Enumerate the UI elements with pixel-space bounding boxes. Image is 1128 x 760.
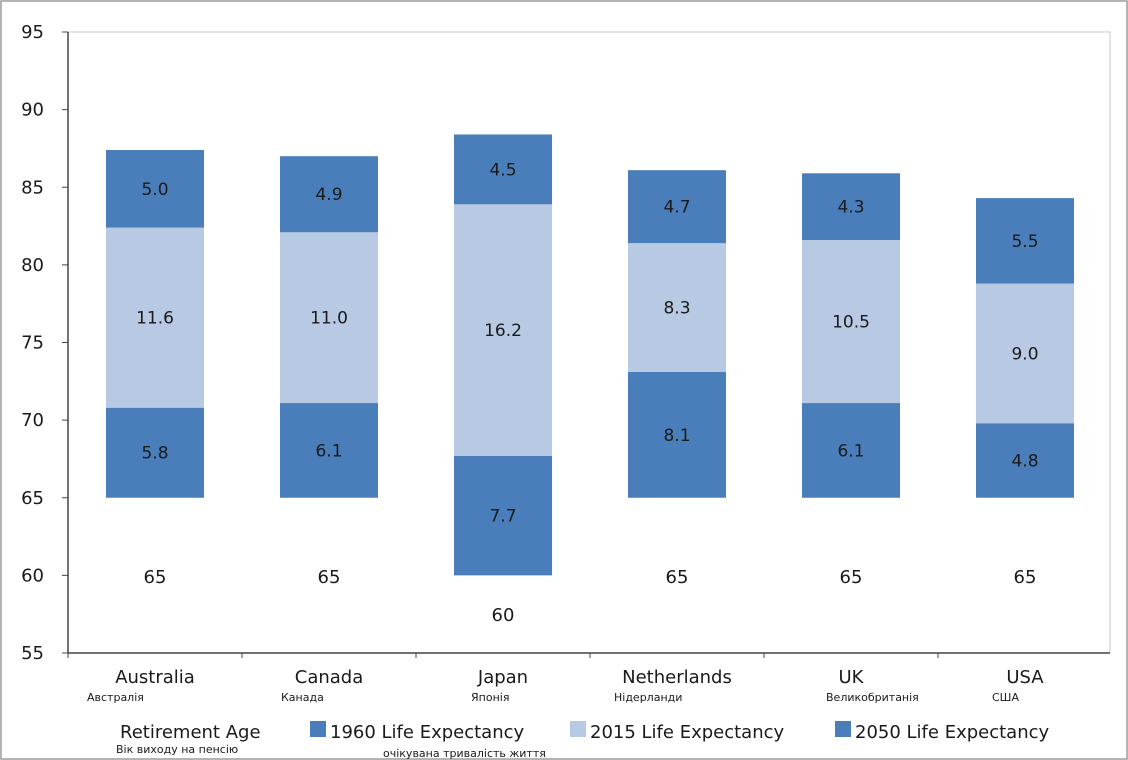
bar-segment-3: [628, 170, 726, 244]
y-tick-label: 80: [21, 255, 44, 276]
category-label: Netherlands: [622, 667, 732, 688]
bar-segment-2: [280, 232, 378, 404]
y-tick-label: 95: [21, 22, 44, 43]
category-sublabel: Австралія: [87, 691, 144, 704]
data-label: 10.5: [832, 313, 870, 333]
bar-segment-2: [628, 243, 726, 372]
data-label: 4.8: [1011, 451, 1038, 471]
category-labels: Australia Австралія Canada Канада Japan Японі…: [87, 667, 1044, 704]
bar-segment-2: [106, 227, 204, 408]
category-label: UK: [839, 667, 865, 688]
category-label: Australia: [115, 667, 195, 688]
retirement-age-label: 60: [492, 605, 515, 626]
category-label: USA: [1006, 667, 1044, 688]
data-label: 11.6: [136, 309, 174, 329]
data-label: 6.1: [315, 441, 342, 461]
category-sublabel: США: [992, 691, 1019, 704]
data-label: 8.3: [663, 299, 690, 319]
legend-label-1: 1960 Life Expectancy: [330, 722, 525, 743]
retirement-age-label: 65: [666, 567, 689, 588]
y-tick-label: 65: [21, 488, 44, 509]
data-label: 5.5: [1011, 232, 1038, 252]
data-label: 8.1: [663, 426, 690, 446]
category-label: Japan: [477, 667, 528, 688]
data-label: 16.2: [484, 321, 522, 341]
data-label: 11.0: [310, 309, 348, 329]
retirement-age-label: 65: [840, 567, 863, 588]
legend-swatch-2: [570, 721, 586, 737]
bar-segment-3: [976, 198, 1074, 284]
retirement-age-label: 65: [318, 567, 341, 588]
retirement-age-label: 65: [144, 567, 167, 588]
category-sublabel: Японія: [471, 691, 509, 704]
bar-segment-2: [802, 240, 900, 404]
bar-segment-1: [454, 455, 552, 576]
data-label: 4.3: [837, 198, 864, 218]
data-label: 9.0: [1011, 344, 1038, 364]
bar-segment-3: [280, 156, 378, 233]
data-labels: 5.8 11.6 5.0 65 6.1 11.0 4.9 65 7.7 16.2 4.5 60 8.1 8…: [136, 160, 1038, 626]
legend-swatch-1: [310, 721, 326, 737]
bar-segment-1: [976, 423, 1074, 498]
bars: [106, 134, 1074, 576]
retirement-age-label: 65: [1014, 567, 1037, 588]
category-label: Canada: [295, 667, 364, 688]
axes: 55 60 65 70 75 80 85 90 95: [21, 22, 1110, 664]
bar-segment-1: [106, 407, 204, 498]
y-tick-label: 70: [21, 410, 44, 431]
data-label: 4.7: [663, 198, 690, 218]
bar-segment-1: [802, 403, 900, 498]
legend-label-2: 2015 Life Expectancy: [590, 722, 785, 743]
y-tick-label: 90: [21, 100, 44, 121]
data-label: 6.1: [837, 441, 864, 461]
y-tick-label: 85: [21, 177, 44, 198]
legend-label-3: 2050 Life Expectancy: [855, 722, 1050, 743]
data-label: 4.5: [489, 160, 516, 180]
y-tick-label: 75: [21, 333, 44, 354]
bar-segment-2: [454, 204, 552, 456]
data-label: 5.0: [141, 180, 168, 200]
legend-swatch-3: [835, 721, 851, 737]
data-label: 4.9: [315, 185, 342, 205]
bar-segment-3: [454, 134, 552, 205]
data-label: 7.7: [489, 507, 516, 527]
bar-segment-2: [976, 283, 1074, 424]
category-sublabel: Нідерланди: [614, 691, 682, 704]
legend-sublabel-life-expectancy: очікувана тривалість життя: [383, 747, 546, 760]
data-label: 5.8: [141, 444, 168, 464]
bar-segment-3: [802, 173, 900, 241]
plot-area: [67, 31, 1111, 654]
bar-segment-1: [280, 403, 378, 498]
legend-sublabel-retirement-age: Вік виходу на пенсію: [116, 743, 238, 756]
bar-segment-3: [106, 149, 204, 228]
legend-label-retirement-age: Retirement Age: [120, 722, 261, 743]
category-sublabel: Великобританія: [826, 691, 919, 704]
category-sublabel: Канада: [281, 691, 324, 704]
bar-segment-1: [628, 371, 726, 498]
y-tick-label: 55: [21, 643, 44, 664]
y-tick-label: 60: [21, 565, 44, 586]
